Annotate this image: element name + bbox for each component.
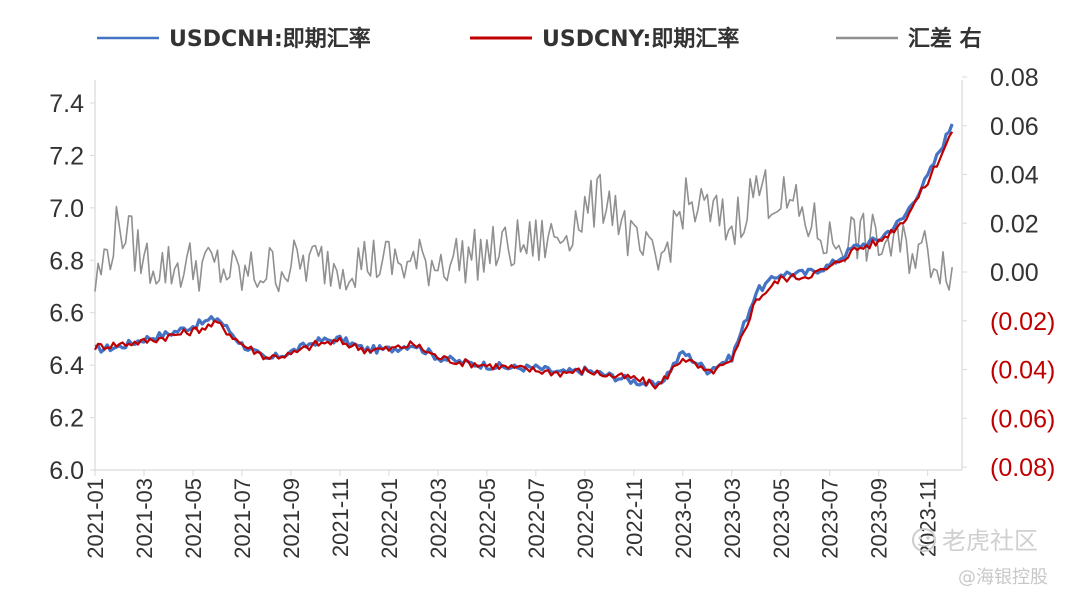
legend-label-2: USDCNY:即期汇率 — [542, 26, 739, 52]
tiger-logo-icon — [912, 528, 936, 552]
legend-label-1: USDCNH:即期汇率 — [169, 26, 371, 52]
series-line-2 — [94, 131, 954, 390]
x-tick-label: 2023-01 — [671, 478, 696, 559]
x-tick-label: 2021-07 — [230, 478, 255, 559]
x-tick-label: 2021-01 — [83, 478, 108, 559]
y2-tick-label: (0.08) — [990, 454, 1055, 482]
x-tick-label: 2021-09 — [279, 478, 304, 559]
y-tick-label: 7.4 — [49, 90, 84, 118]
x-tick-label: 2023-07 — [818, 478, 843, 559]
x-tick-label: 2022-11 — [622, 478, 647, 557]
y-tick-label: 6.2 — [49, 405, 84, 433]
x-tick-label: 2022-01 — [377, 478, 402, 559]
y2-tick-label: 0.04 — [990, 162, 1039, 190]
y2-tick-label: 0.02 — [990, 210, 1039, 238]
x-tick-label: 2022-03 — [426, 478, 451, 559]
x-tick-labels: 2021-01 2021-03 2021-05 2021-07 2021-09 2021-… — [83, 470, 941, 559]
y-tick-label: 7.0 — [49, 195, 84, 223]
watermark-brand: 老虎社区 — [942, 527, 1038, 555]
x-tick-label: 2022-09 — [573, 478, 598, 559]
x-tick-label: 2021-11 — [328, 478, 353, 557]
y-tick-label: 6.4 — [49, 352, 84, 380]
series-spread — [94, 169, 953, 293]
legend: USDCNH:即期汇率 USDCNY:即期汇率 汇差 右 — [97, 26, 982, 52]
x-tick-label: 2021-03 — [132, 478, 157, 559]
x-tick-label: 2023-09 — [867, 478, 892, 559]
legend-label-3: 汇差 右 — [908, 26, 982, 52]
x-tick-label: 2022-07 — [524, 478, 549, 559]
y-tick-label: 6.8 — [49, 247, 84, 275]
series-line-3 — [94, 169, 953, 293]
y2-tick-label: 0.00 — [990, 259, 1039, 287]
y2-tick-label: 0.06 — [990, 113, 1039, 141]
axes: 6.0 6.2 6.4 6.6 6.8 7.0 7.2 7.4 0.08 0.06 0.04 0.02… — [49, 64, 1055, 485]
y-tick-label: 7.2 — [49, 142, 84, 170]
y2-tick-label: 0.08 — [990, 64, 1039, 92]
x-tick-label: 2023-03 — [720, 478, 745, 559]
y-tick-label: 6.6 — [49, 300, 84, 328]
x-tick-label: 2023-11 — [916, 478, 941, 557]
y2-tick-label: (0.02) — [990, 308, 1055, 336]
series-rates — [94, 123, 954, 390]
watermark-author: @海银控股 — [958, 567, 1048, 588]
series-line-1 — [94, 123, 954, 388]
x-tick-label: 2023-05 — [769, 478, 794, 559]
x-tick-label: 2022-05 — [475, 478, 500, 559]
y-tick-label: 6.0 — [49, 457, 84, 485]
x-tick-label: 2021-05 — [181, 478, 206, 559]
y2-tick-label: (0.04) — [990, 357, 1055, 385]
watermark: 老虎社区 @海银控股 — [912, 527, 1048, 588]
y2-tick-label: (0.06) — [990, 405, 1055, 433]
